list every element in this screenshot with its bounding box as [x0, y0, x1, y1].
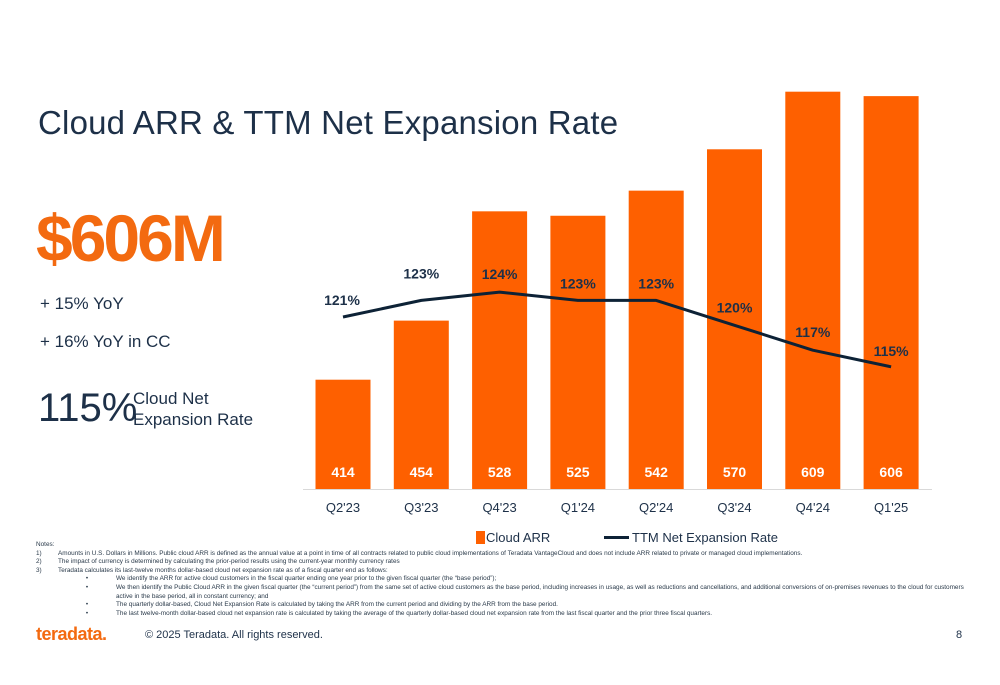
bar-cloud-arr [863, 96, 919, 490]
bullet-icon: • [85, 601, 89, 609]
line-value-label: 123% [560, 275, 596, 291]
x-tick-label: Q3'23 [404, 500, 438, 515]
note-bullet-text: We identify the ARR for active cloud cus… [116, 575, 497, 583]
note-bullet-text: The quarterly dollar-based, Cloud Net Ex… [116, 601, 558, 609]
bar-value-label: 570 [723, 464, 747, 480]
bullet-icon: • [85, 583, 89, 591]
bar-cloud-arr [785, 91, 841, 489]
note-bullet: • The quarterly dollar-based, Cloud Net … [36, 601, 966, 610]
bar-value-label: 542 [645, 464, 669, 480]
note-item: 1) Amounts in U.S. Dollars in Millions. … [36, 550, 966, 559]
line-net-expansion [342, 290, 892, 369]
line-value-label: 117% [795, 324, 831, 340]
x-tick-label: Q1'25 [874, 500, 908, 515]
net-expansion-label-line1: Cloud Net [133, 389, 209, 408]
bar-cloud-arr [472, 211, 528, 489]
cloud-arr-headline: $606M [36, 201, 226, 275]
x-tick-label: Q2'23 [326, 500, 360, 515]
line-value-label: 123% [638, 275, 674, 291]
page-title: Cloud ARR & TTM Net Expansion Rate [38, 104, 619, 141]
bar-value-label: 609 [801, 464, 825, 480]
bar-cloud-arr [315, 379, 371, 489]
bar-value-label: 606 [879, 464, 903, 480]
page-number: 8 [956, 629, 963, 641]
x-tick-label: Q4'23 [482, 500, 516, 515]
notes-heading: Notes: [36, 541, 55, 548]
note-number: 1) [36, 549, 42, 557]
bar-cloud-arr [628, 190, 684, 489]
note-bullet: • We identify the ARR for active cloud c… [36, 575, 966, 584]
line-value-label: 123% [403, 265, 439, 281]
x-tick-label: Q1'24 [561, 500, 595, 515]
net-expansion-label-line2: Expansion Rate [133, 410, 254, 429]
bullet-icon: • [85, 575, 89, 583]
note-item: 2) The impact of currency is determined … [36, 558, 966, 567]
line-value-label: 124% [482, 266, 518, 282]
copyright: © 2025 Teradata. All rights reserved. [145, 629, 323, 641]
yoy-growth-cc: + 16% YoY in CC [40, 332, 171, 351]
line-value-label: 121% [324, 292, 360, 308]
line-value-label: 120% [717, 299, 753, 315]
line-value-label: 115% [874, 343, 910, 359]
note-bullet-text: The last twelve-month dollar-based cloud… [116, 609, 713, 617]
note-text: Amounts in U.S. Dollars in Millions. Pub… [58, 549, 803, 557]
notes: Notes: 1) Amounts in U.S. Dollars in Mil… [36, 541, 966, 618]
bar-cloud-arr [393, 320, 449, 489]
note-number: 3) [36, 566, 42, 574]
net-expansion-value: 115% [38, 386, 138, 430]
note-item: 3) Teradata calculates its last-twelve m… [36, 567, 966, 576]
bullet-icon: • [85, 609, 89, 617]
note-text: The impact of currency is determined by … [58, 558, 400, 566]
bar-value-label: 525 [566, 464, 590, 480]
bar-value-label: 454 [410, 464, 434, 480]
legend-label: Cloud ARR [486, 530, 550, 545]
x-tick-label: Q2'24 [639, 500, 673, 515]
legend-swatch-bar [476, 531, 485, 544]
bar-value-label: 528 [488, 464, 512, 480]
yoy-growth: + 15% YoY [40, 294, 124, 313]
teradata-logo: teradata. [36, 624, 107, 644]
bar-cloud-arr [550, 215, 606, 489]
bar-value-label: 414 [331, 464, 355, 480]
x-tick-label: Q4'24 [796, 500, 830, 515]
x-tick-label: Q3'24 [717, 500, 751, 515]
note-bullet: • We then identify the Public Cloud ARR … [36, 584, 966, 601]
note-text: Teradata calculates its last-twelve mont… [58, 566, 388, 574]
note-bullet-text: We then identify the Public Cloud ARR in… [116, 583, 964, 600]
legend-label: TTM Net Expansion Rate [632, 530, 778, 545]
note-bullet: • The last twelve-month dollar-based clo… [36, 610, 966, 619]
net-expansion-label: Cloud Net Expansion Rate [133, 388, 273, 430]
note-number: 2) [36, 558, 42, 566]
